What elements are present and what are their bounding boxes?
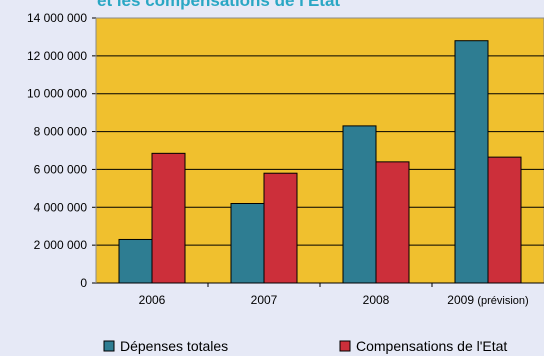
bar-compensations bbox=[151, 152, 186, 284]
y-tick-label: 6 000 000 bbox=[34, 162, 88, 176]
x-category-label: 2008 bbox=[363, 293, 390, 307]
bar-depenses bbox=[118, 238, 153, 284]
y-tick-label: 10 000 000 bbox=[27, 87, 87, 101]
bar-compensations bbox=[263, 172, 298, 284]
legend-label: Compensations de l'Etat bbox=[356, 338, 507, 354]
y-tick-label: 4 000 000 bbox=[34, 200, 88, 214]
y-tick-label: 0 bbox=[80, 276, 87, 290]
x-category-label: 2006 bbox=[139, 293, 166, 307]
x-category-label: 2009 (prévision) bbox=[447, 293, 528, 307]
bar-depenses bbox=[454, 40, 489, 284]
legend-swatch bbox=[103, 340, 115, 352]
chart-title: et les compensations de l'Etat bbox=[97, 0, 340, 10]
axes-layer: 0 2 000 000 4 000 000 6 000 000 8 000 000 10 … bbox=[27, 11, 544, 307]
legend-label: Dépenses totales bbox=[120, 338, 228, 354]
bar-depenses bbox=[342, 125, 377, 284]
bar-compensations bbox=[375, 161, 410, 284]
y-tick-label: 14 000 000 bbox=[27, 11, 87, 25]
y-tick-label: 2 000 000 bbox=[34, 238, 88, 252]
y-tick-label: 8 000 000 bbox=[34, 125, 88, 139]
legend-swatch bbox=[339, 340, 351, 352]
bar-depenses bbox=[230, 203, 265, 284]
x-category-label: 2007 bbox=[251, 293, 278, 307]
y-tick-label: 12 000 000 bbox=[27, 49, 87, 63]
bar-compensations bbox=[487, 156, 522, 284]
legend-layer: Dépenses totales Compensations de l'Etat bbox=[103, 338, 507, 354]
